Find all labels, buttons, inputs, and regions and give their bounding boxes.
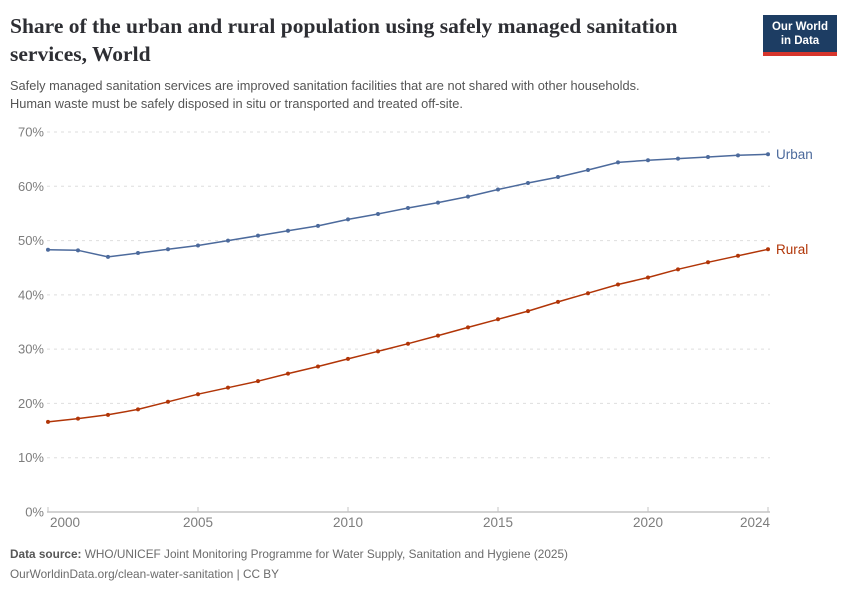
rural-data-point[interactable] bbox=[316, 364, 320, 369]
urban-data-point[interactable] bbox=[286, 228, 290, 233]
owid-logo[interactable]: Our World in Data bbox=[763, 15, 837, 56]
rural-data-point[interactable] bbox=[646, 275, 650, 280]
urban-data-point[interactable] bbox=[436, 200, 440, 205]
rural-data-point[interactable] bbox=[286, 371, 290, 376]
rural-data-point[interactable] bbox=[466, 325, 470, 330]
y-tick-label: 40% bbox=[18, 287, 44, 302]
rural-data-point[interactable] bbox=[706, 260, 710, 265]
rural-data-point[interactable] bbox=[736, 253, 740, 258]
urban-data-point[interactable] bbox=[406, 206, 410, 210]
rural-data-point[interactable] bbox=[496, 317, 500, 322]
x-tick-label: 2020 bbox=[633, 515, 663, 530]
urban-data-point[interactable] bbox=[526, 181, 530, 186]
x-tick-label: 2015 bbox=[483, 515, 513, 530]
page-title: Share of the urban and rural population … bbox=[10, 12, 677, 68]
urban-data-point[interactable] bbox=[646, 158, 650, 163]
rural-data-point[interactable] bbox=[196, 392, 200, 397]
urban-data-point[interactable] bbox=[586, 168, 590, 172]
y-tick-label: 30% bbox=[18, 342, 44, 357]
x-tick-label: 2005 bbox=[183, 515, 213, 530]
owid-logo-line-1: Our World bbox=[771, 21, 828, 33]
urban-data-point[interactable] bbox=[706, 154, 710, 159]
data-source-label: Data source: bbox=[10, 547, 82, 561]
rural-data-point[interactable] bbox=[586, 291, 590, 296]
chart-subtitle: Safely managed sanitation services are i… bbox=[10, 77, 677, 113]
rural-data-point[interactable] bbox=[76, 416, 80, 421]
rural-line[interactable] bbox=[47, 248, 769, 423]
urban-data-point[interactable] bbox=[136, 251, 140, 256]
urban-data-point[interactable] bbox=[196, 243, 200, 248]
y-tick-label: 50% bbox=[18, 233, 44, 248]
series-label-rural[interactable]: Rural bbox=[776, 242, 808, 257]
rural-data-point[interactable] bbox=[436, 333, 440, 338]
urban-data-point[interactable] bbox=[556, 175, 560, 180]
urban-data-point[interactable] bbox=[106, 254, 110, 259]
urban-data-point[interactable] bbox=[376, 211, 380, 216]
urban-data-point[interactable] bbox=[226, 238, 230, 243]
rural-data-point[interactable] bbox=[406, 341, 410, 346]
rural-data-point[interactable] bbox=[676, 267, 680, 272]
urban-data-point[interactable] bbox=[466, 194, 470, 199]
urban-data-point[interactable] bbox=[256, 233, 260, 238]
y-tick-label: 0% bbox=[25, 505, 44, 520]
chart-footer: Data source: WHO/UNICEF Joint Monitoring… bbox=[10, 544, 568, 584]
rural-data-point[interactable] bbox=[136, 407, 140, 412]
urban-data-point[interactable] bbox=[46, 247, 50, 252]
x-tick-label: 2024 bbox=[740, 515, 771, 530]
rural-data-point[interactable] bbox=[106, 412, 110, 417]
chart-subtitle-line-1: Safely managed sanitation services are i… bbox=[10, 78, 640, 93]
rural-data-point[interactable] bbox=[766, 247, 770, 252]
series-label-urban[interactable]: Urban bbox=[776, 147, 813, 162]
rural-data-point[interactable] bbox=[526, 309, 530, 314]
data-source-text: WHO/UNICEF Joint Monitoring Programme fo… bbox=[81, 547, 568, 561]
urban-data-point[interactable] bbox=[346, 217, 350, 222]
urban-data-point[interactable] bbox=[676, 156, 680, 161]
rural-data-point[interactable] bbox=[226, 385, 230, 390]
urban-data-point[interactable] bbox=[76, 248, 80, 253]
y-tick-label: 20% bbox=[18, 396, 44, 411]
rural-data-point[interactable] bbox=[346, 356, 350, 361]
urban-data-point[interactable] bbox=[166, 247, 170, 252]
rural-data-point[interactable] bbox=[46, 419, 50, 424]
page-title-line-2: services, World bbox=[10, 42, 151, 66]
x-tick-label: 2000 bbox=[50, 515, 80, 530]
rural-data-point[interactable] bbox=[616, 282, 620, 287]
urban-data-point[interactable] bbox=[316, 223, 320, 228]
rural-data-point[interactable] bbox=[376, 349, 380, 354]
urban-line[interactable] bbox=[47, 153, 769, 258]
data-source-line: Data source: WHO/UNICEF Joint Monitoring… bbox=[10, 544, 568, 564]
urban-data-point[interactable] bbox=[616, 160, 620, 165]
rural-data-point[interactable] bbox=[166, 399, 170, 404]
urban-data-point[interactable] bbox=[496, 187, 500, 192]
urban-data-point[interactable] bbox=[736, 153, 740, 158]
rural-data-point[interactable] bbox=[256, 379, 260, 384]
y-tick-label: 70% bbox=[18, 125, 44, 140]
y-tick-label: 60% bbox=[18, 179, 44, 194]
urban-data-point[interactable] bbox=[766, 152, 770, 157]
chart-subtitle-line-2: Human waste must be safely disposed in s… bbox=[10, 96, 463, 111]
page-title-line-1: Share of the urban and rural population … bbox=[10, 14, 678, 38]
y-tick-label: 10% bbox=[18, 450, 44, 465]
owid-logo-line-2: in Data bbox=[780, 35, 820, 47]
x-tick-label: 2010 bbox=[333, 515, 363, 530]
rural-data-point[interactable] bbox=[556, 299, 560, 304]
footer-link[interactable]: OurWorldinData.org/clean-water-sanitatio… bbox=[10, 567, 280, 581]
chart-header: Share of the urban and rural population … bbox=[10, 12, 677, 113]
